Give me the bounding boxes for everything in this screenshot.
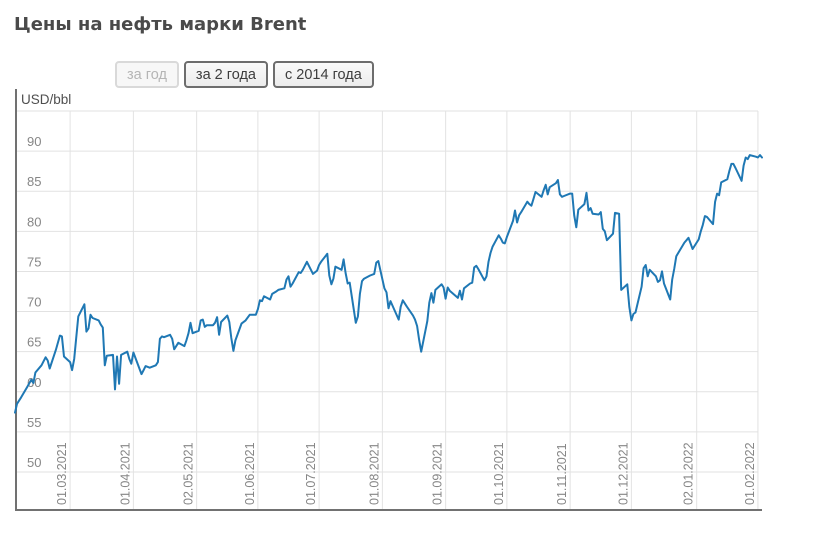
period-button-year[interactable]: за год: [115, 61, 179, 88]
page-title: Цены на нефть марки Brent: [14, 14, 307, 35]
period-button-2-years[interactable]: за 2 года: [183, 61, 268, 88]
x-axis-tick-label: 02.01.2022: [682, 442, 696, 505]
x-axis-tick-label: 01.10.2021: [492, 442, 506, 505]
y-axis-tick-label: 80: [27, 214, 41, 229]
y-axis-tick-label: 65: [27, 335, 41, 350]
y-axis-tick-label: 90: [27, 134, 41, 149]
x-axis-tick-label: 01.12.2021: [616, 442, 630, 505]
x-axis-tick-label: 01.09.2021: [431, 442, 445, 505]
y-axis-tick-label: 55: [27, 415, 41, 430]
y-axis-tick-label: 70: [27, 295, 41, 310]
x-axis-tick-label: 01.11.2021: [555, 443, 569, 505]
price-line-series: [14, 154, 763, 414]
axis-unit-label: USD/bbl: [21, 92, 71, 107]
y-axis-tick-label: 50: [27, 455, 41, 470]
period-selector: за год за 2 года с 2014 года: [115, 61, 816, 88]
x-axis-tick-label: 01.08.2021: [367, 442, 381, 505]
y-axis-tick-label: 85: [27, 174, 41, 189]
x-axis-tick-label: 01.06.2021: [243, 442, 257, 505]
x-axis-tick-label: 01.04.2021: [118, 442, 132, 505]
x-axis-tick-label: 01.03.2021: [55, 442, 69, 505]
y-axis-tick-label: 75: [27, 254, 41, 269]
x-axis-tick-label: 02.05.2021: [182, 442, 196, 505]
x-axis-tick-label: 01.02.2022: [743, 442, 757, 505]
period-button-since-2014[interactable]: с 2014 года: [273, 61, 374, 88]
x-axis-tick-label: 01.07.2021: [304, 442, 318, 505]
